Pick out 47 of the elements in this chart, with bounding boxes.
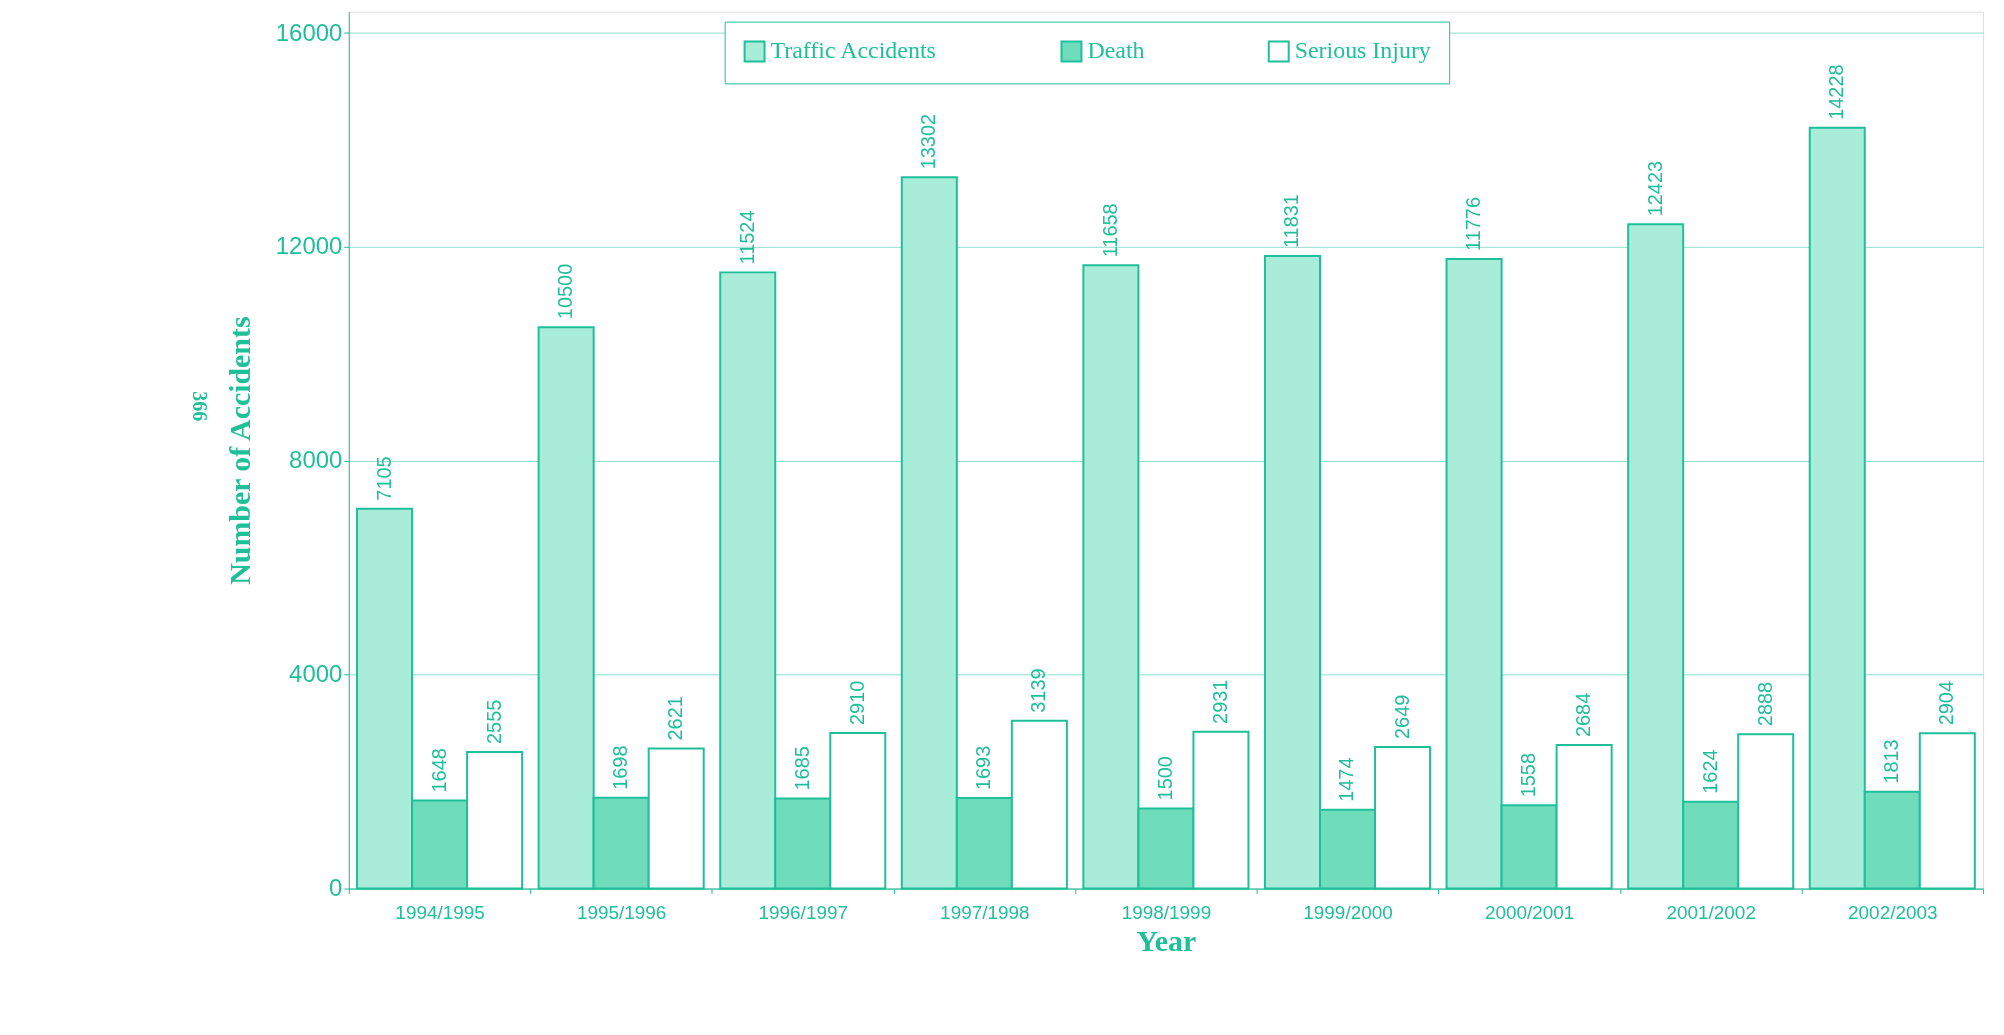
data-label: 12423 <box>1643 160 1666 217</box>
y-axis-title: Number of Accidents <box>222 316 256 585</box>
data-label: 2931 <box>1208 679 1231 724</box>
data-label: 2649 <box>1390 694 1413 739</box>
data-label: 1693 <box>972 745 995 791</box>
data-label: 2684 <box>1572 692 1595 738</box>
x-tick-label: 2000/2001 <box>1484 901 1575 923</box>
data-label: 2888 <box>1753 681 1776 727</box>
y-tick-label: 4000 <box>289 660 343 688</box>
x-tick-label: 1997/1998 <box>940 901 1030 923</box>
legend-label: Traffic Accidents <box>770 37 936 64</box>
x-tick-label: 1999/2000 <box>1303 901 1393 923</box>
x-axis-title: Year <box>1136 923 1197 957</box>
data-label: 11658 <box>1098 203 1121 258</box>
data-label: 14228 <box>1825 64 1848 120</box>
legend-label: Death <box>1087 37 1145 64</box>
data-label: 1500 <box>1153 756 1176 801</box>
legend-label: Serious Injury <box>1294 37 1431 64</box>
y-tick-label: 12000 <box>275 232 343 260</box>
x-tick-label: 1996/1997 <box>758 901 848 923</box>
data-label: 1648 <box>427 748 450 793</box>
data-label: 7105 <box>372 456 395 501</box>
data-label: 3139 <box>1027 668 1050 713</box>
data-label: 2904 <box>1935 681 1958 726</box>
x-tick-label: 1998/1999 <box>1121 901 1212 923</box>
data-label: 2555 <box>482 699 505 744</box>
x-tick-label: 2001/2002 <box>1666 901 1756 923</box>
data-label: 1698 <box>609 745 632 790</box>
x-tick-label: 1994/1995 <box>395 901 485 923</box>
y-tick-label: 16000 <box>275 18 343 46</box>
data-label: 11776 <box>1462 197 1485 251</box>
x-tick-label: 2002/2003 <box>1848 901 1938 923</box>
x-tick-label: 1995/1996 <box>576 901 667 923</box>
data-label: 2910 <box>845 680 868 726</box>
data-label: 1813 <box>1880 739 1903 784</box>
data-label: 11524 <box>735 210 758 265</box>
data-label: 1685 <box>790 746 813 791</box>
y-tick-label: 8000 <box>289 446 343 474</box>
data-label: 1624 <box>1698 749 1721 794</box>
data-label: 11831 <box>1280 194 1303 248</box>
text: 366 <box>189 391 212 422</box>
data-label: 13302 <box>917 113 940 170</box>
data-label: 1474 <box>1335 757 1358 802</box>
data-label: 10500 <box>554 263 577 320</box>
y-tick-label: 0 <box>329 874 343 902</box>
data-label: 1558 <box>1517 752 1540 798</box>
data-label: 2621 <box>664 696 687 741</box>
